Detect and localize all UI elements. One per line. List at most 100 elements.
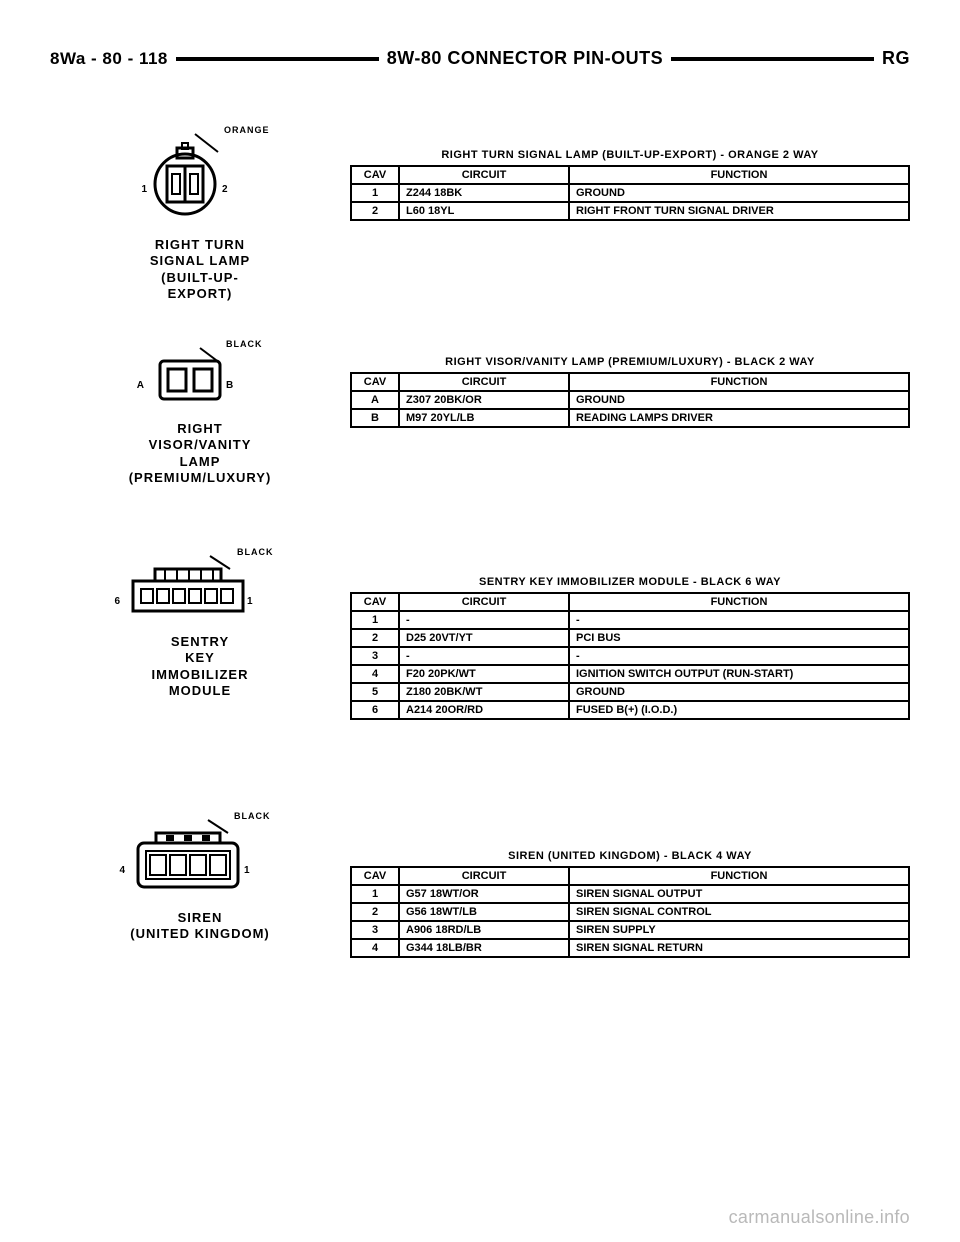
- cell-cav: 2: [351, 202, 399, 220]
- cell-cav: 4: [351, 939, 399, 957]
- connector-label: SENTRYKEYIMMOBILIZERMODULE: [50, 634, 350, 699]
- header-mid: 8W-80 CONNECTOR PIN-OUTS: [387, 48, 663, 69]
- connector-icon: BLACK41: [108, 810, 293, 902]
- pinout-table: CAVCIRCUITFUNCTIONAZ307 20BK/ORGROUNDBM9…: [350, 372, 910, 428]
- cell-function: READING LAMPS DRIVER: [569, 409, 909, 427]
- pin-label: 1: [141, 184, 148, 195]
- cell-cav: 3: [351, 647, 399, 665]
- table-row: 3--: [351, 647, 909, 665]
- pinout-table-col: RIGHT VISOR/VANITY LAMP (PREMIUM/LUXURY)…: [350, 338, 910, 428]
- pinout-table-col: RIGHT TURN SIGNAL LAMP (BUILT-UP-EXPORT)…: [350, 119, 910, 221]
- cell-function: SIREN SUPPLY: [569, 921, 909, 939]
- table-header: CAV: [351, 867, 399, 885]
- cell-function: PCI BUS: [569, 629, 909, 647]
- cell-function: SIREN SIGNAL OUTPUT: [569, 885, 909, 903]
- cell-cav: B: [351, 409, 399, 427]
- table-title: RIGHT VISOR/VANITY LAMP (PREMIUM/LUXURY)…: [350, 356, 910, 368]
- table-row: 5Z180 20BK/WTGROUND: [351, 683, 909, 701]
- cell-cav: 2: [351, 629, 399, 647]
- table-title: SIREN (UNITED KINGDOM) - BLACK 4 WAY: [350, 850, 910, 862]
- connector-section: BLACK41SIREN(UNITED KINGDOM)SIREN (UNITE…: [50, 810, 910, 958]
- table-header: CAV: [351, 166, 399, 184]
- cell-function: GROUND: [569, 391, 909, 409]
- cell-circuit: L60 18YL: [399, 202, 569, 220]
- table-row: 3A906 18RD/LBSIREN SUPPLY: [351, 921, 909, 939]
- connector-diagram-col: ORANGE12RIGHT TURNSIGNAL LAMP(BUILT-UP-E…: [50, 119, 350, 302]
- header-rule: [176, 57, 379, 61]
- connector-label: RIGHT TURNSIGNAL LAMP(BUILT-UP-EXPORT): [50, 237, 350, 302]
- cell-circuit: F20 20PK/WT: [399, 665, 569, 683]
- connector-diagram-col: BLACK A B RIGHTVISOR/VANITYLAMP(PREMIUM/LUX…: [50, 338, 350, 486]
- table-row: 4F20 20PK/WTIGNITION SWITCH OUTPUT (RUN-…: [351, 665, 909, 683]
- header-left: 8Wa - 80 - 118: [50, 49, 168, 69]
- table-header: CIRCUIT: [399, 867, 569, 885]
- pinout-table: CAVCIRCUITFUNCTION1Z244 18BKGROUND2L60 1…: [350, 165, 910, 221]
- table-row: AZ307 20BK/ORGROUND: [351, 391, 909, 409]
- table-row: 2L60 18YLRIGHT FRONT TURN SIGNAL DRIVER: [351, 202, 909, 220]
- table-header: CAV: [351, 373, 399, 391]
- table-title: SENTRY KEY IMMOBILIZER MODULE - BLACK 6 …: [350, 576, 910, 588]
- table-row: 2D25 20VT/YTPCI BUS: [351, 629, 909, 647]
- pin-label: B: [226, 380, 234, 391]
- table-row: 1G57 18WT/ORSIREN SIGNAL OUTPUT: [351, 885, 909, 903]
- pin-label: 1: [244, 865, 251, 876]
- pin-label: 6: [114, 596, 121, 607]
- connector-color-tag: BLACK: [226, 339, 263, 349]
- cell-cav: 4: [351, 665, 399, 683]
- connector-icon: BLACK 6 1: [105, 546, 295, 626]
- cell-cav: 1: [351, 885, 399, 903]
- cell-function: FUSED B(+) (I.O.D.): [569, 701, 909, 719]
- connector-section: ORANGE12RIGHT TURNSIGNAL LAMP(BUILT-UP-E…: [50, 119, 910, 302]
- cell-cav: 3: [351, 921, 399, 939]
- connector-color-tag: BLACK: [237, 547, 274, 557]
- cell-function: GROUND: [569, 184, 909, 202]
- cell-circuit: M97 20YL/LB: [399, 409, 569, 427]
- table-header: CIRCUIT: [399, 373, 569, 391]
- table-row: 1Z244 18BKGROUND: [351, 184, 909, 202]
- cell-circuit: A214 20OR/RD: [399, 701, 569, 719]
- cell-cav: 2: [351, 903, 399, 921]
- pinout-table-col: SIREN (UNITED KINGDOM) - BLACK 4 WAY CAVC…: [350, 810, 910, 958]
- table-title: RIGHT TURN SIGNAL LAMP (BUILT-UP-EXPORT)…: [350, 149, 910, 161]
- cell-circuit: -: [399, 611, 569, 629]
- connector-icon: ORANGE12: [120, 119, 280, 229]
- cell-circuit: Z180 20BK/WT: [399, 683, 569, 701]
- table-row: BM97 20YL/LBREADING LAMPS DRIVER: [351, 409, 909, 427]
- cell-cav: 1: [351, 184, 399, 202]
- table-row: 1--: [351, 611, 909, 629]
- connector-diagram-col: BLACK41SIREN(UNITED KINGDOM): [50, 810, 350, 943]
- cell-cav: 1: [351, 611, 399, 629]
- cell-circuit: Z307 20BK/OR: [399, 391, 569, 409]
- connector-diagram-col: BLACK 6 1 SENTRYKEYIMMOBILIZERMODULE: [50, 546, 350, 699]
- table-header: FUNCTION: [569, 166, 909, 184]
- table-row: 6A214 20OR/RDFUSED B(+) (I.O.D.): [351, 701, 909, 719]
- pinout-table-col: SENTRY KEY IMMOBILIZER MODULE - BLACK 6 …: [350, 546, 910, 720]
- cell-cav: 5: [351, 683, 399, 701]
- table-header: CAV: [351, 593, 399, 611]
- header-rule: [671, 57, 874, 61]
- cell-circuit: A906 18RD/LB: [399, 921, 569, 939]
- connector-section: BLACK61SENTRYKEYIMMOBILIZERMODULESENTRY …: [50, 546, 910, 720]
- table-header: FUNCTION: [569, 867, 909, 885]
- pin-label: 4: [119, 865, 126, 876]
- table-row: 2G56 18WT/LBSIREN SIGNAL CONTROL: [351, 903, 909, 921]
- cell-circuit: G344 18LB/BR: [399, 939, 569, 957]
- connector-section: BLACKABRIGHTVISOR/VANITYLAMP(PREMIUM/LUX…: [50, 338, 910, 486]
- connector-label: SIREN(UNITED KINGDOM): [50, 910, 350, 943]
- table-row: 4G344 18LB/BRSIREN SIGNAL RETURN: [351, 939, 909, 957]
- cell-cav: A: [351, 391, 399, 409]
- header-right: RG: [882, 48, 910, 69]
- pin-label: A: [137, 380, 145, 391]
- table-header: FUNCTION: [569, 373, 909, 391]
- cell-function: -: [569, 647, 909, 665]
- pin-label: 2: [222, 184, 229, 195]
- pin-label: 1: [247, 596, 254, 607]
- cell-function: -: [569, 611, 909, 629]
- cell-circuit: D25 20VT/YT: [399, 629, 569, 647]
- cell-function: GROUND: [569, 683, 909, 701]
- table-header: CIRCUIT: [399, 593, 569, 611]
- connector-label: RIGHTVISOR/VANITYLAMP(PREMIUM/LUXURY): [50, 421, 350, 486]
- table-header: CIRCUIT: [399, 166, 569, 184]
- cell-circuit: G56 18WT/LB: [399, 903, 569, 921]
- cell-circuit: G57 18WT/OR: [399, 885, 569, 903]
